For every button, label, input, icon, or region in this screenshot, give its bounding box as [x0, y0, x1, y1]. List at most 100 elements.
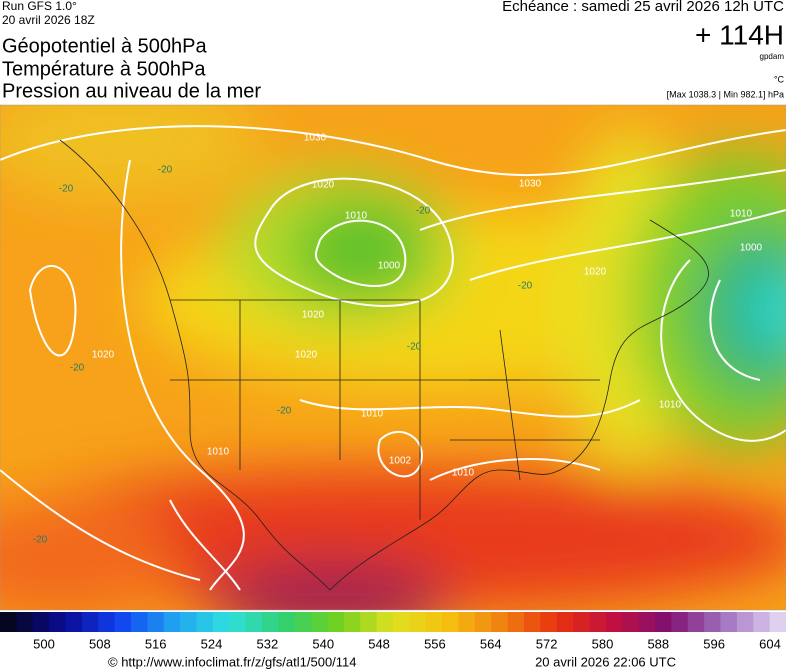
colorbar-tick-label: 516 — [145, 636, 167, 651]
title-line: Température à 500hPa — [2, 58, 206, 80]
colorbar-swatch — [409, 612, 427, 632]
contour-label: 1000 — [740, 243, 763, 254]
colorbar-swatch — [180, 612, 197, 632]
contour-label: 1010 — [452, 468, 475, 479]
colorbar-swatch — [327, 612, 345, 632]
pressure-extremes: [Max 1038.3 | Min 982.1] hPa — [667, 89, 784, 99]
colorbar-swatch — [736, 612, 754, 632]
colorbar-swatch — [16, 612, 34, 632]
colorbar-swatch — [163, 612, 181, 632]
colorbar-swatch — [114, 612, 132, 632]
colorbar-swatch — [278, 612, 296, 632]
contour-label: -20 — [518, 281, 533, 292]
colorbar-swatch — [425, 612, 443, 632]
colorbar-swatch — [704, 612, 721, 632]
contour-label: -20 — [158, 165, 173, 176]
colorbar-swatch — [245, 612, 263, 632]
contour-label: -20 — [33, 535, 48, 546]
contour-label: -20 — [407, 342, 422, 353]
isobars — [0, 125, 786, 591]
colorbar-tick-label: 500 — [33, 636, 55, 651]
source-url: © http://www.infoclimat.fr/z/gfs/atl1/50… — [108, 654, 357, 669]
contour-label: 1020 — [92, 350, 115, 361]
colorbar-swatch — [540, 612, 558, 632]
contour-label: 1020 — [312, 180, 335, 191]
colorbar-tick-label: 556 — [424, 636, 446, 651]
colorbar-swatch — [687, 612, 705, 632]
colorbar-swatch — [474, 612, 492, 632]
colorbar-swatch — [720, 612, 738, 632]
contour-label: -20 — [70, 363, 85, 374]
colorbar-swatch — [458, 612, 476, 632]
contour-label: 1010 — [730, 209, 753, 220]
colorbar-swatch — [753, 612, 771, 632]
contour-label: -20 — [416, 206, 431, 217]
colorbar-swatch — [98, 612, 116, 632]
colorbar-swatch — [360, 612, 378, 632]
colorbar-swatch — [655, 612, 672, 632]
colorbar-tick-label: 524 — [201, 636, 223, 651]
coastlines — [59, 139, 709, 591]
colorbar-swatch — [442, 612, 459, 632]
colorbar-swatch — [0, 612, 17, 632]
contour-label: -20 — [59, 184, 74, 195]
colorbar-swatch — [196, 612, 214, 632]
contour-label: 1030 — [519, 179, 542, 190]
colorbar-swatch — [32, 612, 50, 632]
contour-label: 1020 — [302, 310, 325, 321]
colorbar-tick-label: 564 — [480, 636, 502, 651]
colorbar-swatch — [769, 612, 786, 632]
run-label: Run GFS 1.0° — [2, 0, 77, 13]
map-field — [0, 105, 786, 610]
colorbar-tick-label: 508 — [89, 636, 111, 651]
run-date: 20 avril 2026 18Z — [2, 13, 95, 27]
colorbar-swatch — [131, 612, 148, 632]
contour-label: 1000 — [378, 261, 401, 272]
colorbar-swatch — [376, 612, 394, 632]
contour-label: 1020 — [295, 350, 318, 361]
colorbar-tick-label: 596 — [703, 636, 725, 651]
colorbar-tick-label: 548 — [368, 636, 390, 651]
colorbar-swatch — [49, 612, 66, 632]
colorbar-swatch — [294, 612, 312, 632]
colorbar-swatch — [229, 612, 247, 632]
colorbar-swatch — [393, 612, 410, 632]
colorbar-swatch — [671, 612, 689, 632]
colorbar-tick-label: 604 — [759, 636, 781, 651]
colorbar-swatch — [524, 612, 541, 632]
valid-time: Echéance : samedi 25 avril 2026 12h UTC — [502, 0, 784, 15]
colorbar-tick-label: 572 — [536, 636, 558, 651]
contour-label: 1010 — [345, 211, 368, 222]
colorbar-swatch — [81, 612, 99, 632]
colorbar-tick-label: 588 — [647, 636, 669, 651]
generated-time: 20 avril 2026 22:06 UTC — [535, 654, 676, 669]
lead-time: + 114H — [695, 19, 784, 50]
colorbar-swatch — [589, 612, 607, 632]
contour-label: -20 — [277, 406, 292, 417]
colorbar-swatch — [573, 612, 590, 632]
colorbar-tick-label: 532 — [257, 636, 279, 651]
title-line: Pression au niveau de la mer — [2, 80, 261, 102]
colorbar-swatch — [65, 612, 83, 632]
colorbar-swatch — [556, 612, 574, 632]
unit-temp: °C — [774, 74, 785, 84]
colorbar-swatch — [605, 612, 623, 632]
contour-label: 1010 — [659, 400, 682, 411]
contour-label: 1010 — [207, 447, 230, 458]
colorbar-tick-label: 580 — [592, 636, 614, 651]
colorbar-swatch — [311, 612, 328, 632]
colorbar-swatch — [638, 612, 656, 632]
colorbar-swatch — [622, 612, 640, 632]
colorbar-swatch — [212, 612, 230, 632]
title-line: Géopotentiel à 500hPa — [2, 35, 207, 57]
contour-label: 1020 — [584, 267, 607, 278]
colorbar-swatch — [343, 612, 361, 632]
contour-label: 1030 — [304, 133, 327, 144]
contour-label: 1002 — [389, 456, 412, 467]
colorbar-swatch — [491, 612, 509, 632]
unit-geo: gpdam — [760, 52, 785, 61]
colorbar-swatch — [507, 612, 525, 632]
contour-label: 1010 — [361, 409, 384, 420]
